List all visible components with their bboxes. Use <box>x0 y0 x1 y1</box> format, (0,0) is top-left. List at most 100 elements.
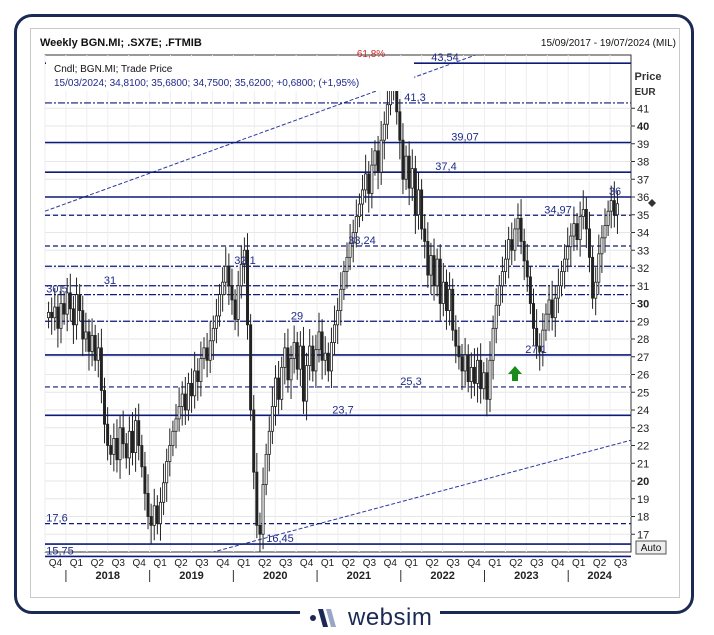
candle-body <box>283 347 287 368</box>
candle-body <box>361 189 365 205</box>
candle-body <box>587 228 591 258</box>
y-tick-label: 37 <box>637 174 649 186</box>
candle-body <box>336 310 340 326</box>
candle-body <box>407 155 411 189</box>
candle-body <box>575 223 579 240</box>
y-tick-label: 19 <box>637 494 649 506</box>
y-tick-label: 29 <box>637 316 649 328</box>
level-label: 30,5 <box>46 284 67 296</box>
x-quarter-label: Q2 <box>509 558 523 569</box>
info-line-2: 15/03/2024; 34,8100; 35,6800; 34,7500; 3… <box>54 78 359 89</box>
x-year-label: 2021 <box>347 570 371 582</box>
candle-body <box>59 303 63 329</box>
candle-body <box>354 216 358 233</box>
candle-body <box>382 123 386 141</box>
level-label: 29 <box>291 310 303 322</box>
candle-body <box>280 366 284 400</box>
current-price-marker-icon <box>648 199 656 207</box>
y-tick-label: 33 <box>637 245 649 257</box>
y-tick-label: 20 <box>637 476 649 488</box>
candle-body <box>149 516 153 526</box>
candle-body <box>127 430 131 459</box>
candle-body <box>584 209 588 230</box>
x-quarter-label: Q2 <box>426 558 440 569</box>
candle-body <box>267 430 271 455</box>
level-label: 17,6 <box>46 513 67 525</box>
candle-body <box>56 306 60 329</box>
x-quarter-label: Q3 <box>446 558 460 569</box>
candle-body <box>597 253 601 283</box>
y-tick-label: 23 <box>637 423 649 435</box>
candle-body <box>134 420 138 453</box>
candle-body <box>507 239 511 260</box>
candle-body <box>448 288 452 311</box>
x-quarter-label: Q1 <box>70 558 84 569</box>
x-quarter-label: Q2 <box>91 558 105 569</box>
candle-body <box>214 315 218 329</box>
candle-body <box>454 329 458 347</box>
candle-body <box>292 342 296 359</box>
candle-body <box>348 242 352 258</box>
x-quarter-label: Q4 <box>133 558 147 569</box>
level-label: 32,1 <box>234 255 255 267</box>
candle-body <box>329 342 333 372</box>
candle-body <box>190 382 194 397</box>
candle-body <box>177 406 181 420</box>
candle-body <box>553 297 557 319</box>
candle-body <box>68 292 72 310</box>
candle-body <box>525 260 529 278</box>
candle-body <box>351 232 355 244</box>
candle-body <box>413 168 417 216</box>
x-quarter-label: Q3 <box>363 558 377 569</box>
candle-body <box>429 255 433 276</box>
candle-body <box>227 265 231 287</box>
candle-body <box>96 347 100 361</box>
candle-body <box>230 285 234 301</box>
candle-body <box>541 329 545 352</box>
candle-body <box>202 347 206 359</box>
candle-body <box>357 203 361 217</box>
candle-body <box>65 292 69 315</box>
y-tick-label: 26 <box>637 370 649 382</box>
y-tick-label: 36 <box>637 192 649 204</box>
x-quarter-label: Q4 <box>467 558 481 569</box>
candle-body <box>401 139 405 180</box>
candle-body <box>295 342 299 370</box>
candle-body <box>603 224 607 239</box>
level-label: 25,3 <box>400 376 421 388</box>
level-label: 36 <box>609 186 621 198</box>
x-quarter-label: Q4 <box>384 558 398 569</box>
candle-body <box>472 366 476 384</box>
level-label: 31 <box>104 275 116 287</box>
candle-body <box>78 294 82 311</box>
candle-body <box>50 311 54 319</box>
chart-title: Weekly BGN.MI; .SX7E; .FTMIB <box>40 37 202 49</box>
candle-body <box>519 217 523 242</box>
x-quarter-label: Q4 <box>216 558 230 569</box>
auto-button[interactable] <box>635 540 667 555</box>
trend-lines <box>45 55 631 552</box>
x-quarter-label: Q1 <box>488 558 502 569</box>
x-quarter-label: Q2 <box>342 558 356 569</box>
y-tick-label: 28 <box>637 334 649 346</box>
x-quarter-label: Q2 <box>174 558 188 569</box>
info-box <box>46 57 414 91</box>
candle-body <box>345 256 349 272</box>
candle-body <box>71 308 75 326</box>
y-tick-label: 35 <box>637 210 649 222</box>
y-axis: 17 18 19 20 21 22 23 24 25 26 27 28 29 30 31 32 33 34 35 36… <box>631 103 649 541</box>
candle-body <box>410 168 414 189</box>
candle-body <box>146 493 150 517</box>
candle-body <box>314 349 318 372</box>
candle-body <box>444 281 448 312</box>
candle-body <box>417 189 420 216</box>
candle-body <box>426 240 430 276</box>
candle-body <box>333 324 337 343</box>
candle-body <box>264 453 268 485</box>
level-labels: 43,54 41,3 39,07 37,4 36 34,97 33,24 32,1 31 30,5… <box>46 52 621 557</box>
candle-body <box>137 420 141 446</box>
level-label: 23,7 <box>332 404 353 416</box>
y-tick-label: 22 <box>637 441 649 453</box>
candle-body <box>385 104 389 125</box>
candle-body <box>193 370 197 397</box>
